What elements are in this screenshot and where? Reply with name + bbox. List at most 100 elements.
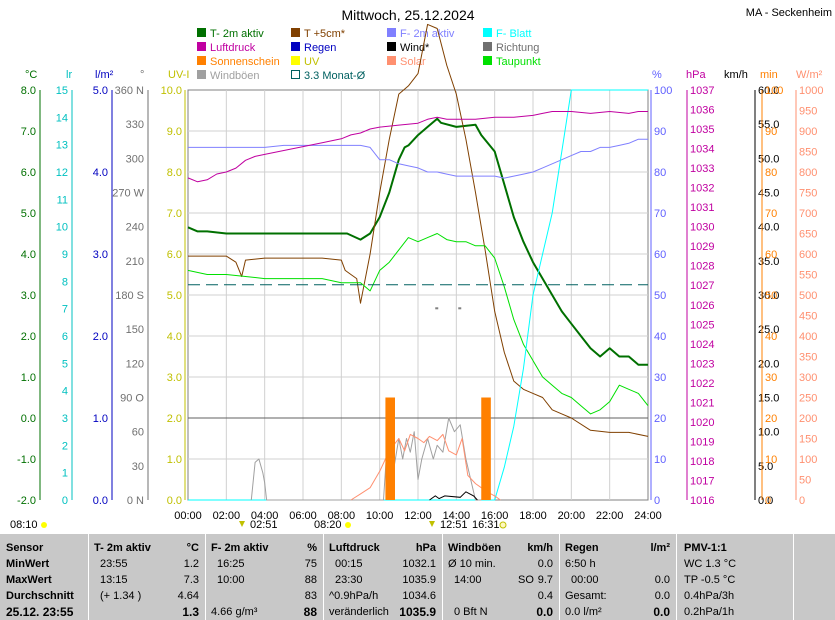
axis-tick-label: 0	[765, 495, 771, 507]
series-line	[188, 23, 649, 437]
axis-tick-label: 1.0	[93, 413, 108, 425]
axis-tick-label: 10	[765, 454, 777, 466]
time-tick-label: 00:00	[174, 510, 202, 522]
stats-temp-current: 1.3	[182, 605, 199, 619]
axis-tick-label: 650	[799, 229, 817, 241]
time-tick-label: 10:00	[366, 510, 394, 522]
legend: T- 2m aktiv T +5cm* F- 2m aktiv F- Blatt Luf…	[197, 28, 541, 82]
axis-tick-label: 1032	[690, 183, 714, 195]
stats-hum-current: 88	[303, 605, 317, 619]
legend-label: T +5cm*	[304, 28, 346, 40]
axis-tick-label: 600	[799, 249, 817, 261]
axis-tick-label: 40	[765, 331, 777, 343]
axis-tick-label: 6	[62, 331, 68, 343]
legend-swatch	[483, 28, 492, 37]
axis-tick-label: 60	[765, 249, 777, 261]
sunset-label: 16:31	[472, 519, 500, 531]
axis-tick-label: -2.0	[17, 495, 36, 507]
stats-header-sensor: Sensor	[6, 542, 44, 554]
stats-temp-max-time: 13:15	[100, 574, 128, 586]
stats-press-tendency: veränderlich	[329, 606, 389, 618]
axis-tick-label: 13	[56, 140, 68, 152]
axis-tick-label: 1	[62, 468, 68, 480]
marker-label: 02:51	[250, 519, 278, 531]
stats-rain-current: 0.0	[653, 605, 670, 619]
axis-tick-label: 0 N	[127, 495, 144, 507]
axis-tick-label: 180 S	[115, 290, 144, 302]
axis-tick-label: 1017	[690, 475, 714, 487]
legend-swatch	[291, 42, 300, 51]
stats-press-unit: hPa	[415, 542, 436, 554]
axis-tick-label: 700	[799, 208, 817, 220]
stats-wind-bft: 0 Bft N	[454, 606, 488, 618]
axis-tick-label: 4	[62, 386, 68, 398]
legend-label: UV	[304, 56, 320, 68]
axis-tick-label: 3	[62, 413, 68, 425]
axis-tick-label: 1036	[690, 105, 714, 117]
axis-tick-label: 50	[765, 290, 777, 302]
axis-tick-label: 30	[765, 372, 777, 384]
axis-tick-label: 80	[765, 167, 777, 179]
axis-tick-label: 30.0	[758, 290, 779, 302]
axis-tick-label: 25.0	[758, 324, 779, 336]
stats-rain-time: 00:00	[571, 574, 599, 586]
axis-tick-label: 1029	[690, 241, 714, 253]
stats-pmv-trend1h: 0.2hPa/1h	[684, 606, 735, 618]
time-tick-label: 04:00	[251, 510, 279, 522]
axis-tick-label: 20	[654, 413, 666, 425]
stats-press-max-time: 23:30	[335, 574, 363, 586]
legend-swatch	[387, 42, 396, 51]
axis-tick-label: 0	[799, 495, 805, 507]
stats-temp-min: 1.2	[183, 558, 199, 570]
axis-unit: °C	[25, 69, 37, 81]
axis-tick-label: 0.0	[93, 495, 108, 507]
sun-icon	[345, 522, 351, 528]
axis-tick-label: 30	[132, 461, 144, 473]
axis-tick-label: 70	[765, 208, 777, 220]
axis-tick-label: 1028	[690, 261, 714, 273]
stats-press-max: 1035.9	[402, 574, 436, 586]
stats-temp-delta: (+ 1.34 )	[100, 590, 142, 602]
time-tick-label: 18:00	[519, 510, 547, 522]
axis-tick-label: 9.0	[167, 126, 182, 138]
stats-wind-avg-label: Ø 10 min.	[448, 558, 496, 570]
legend-label: Wind*	[400, 42, 430, 54]
legend-swatch	[197, 28, 206, 37]
time-tick-label: 12:00	[404, 510, 432, 522]
series-layer	[187, 23, 649, 501]
axis-tick-label: 60	[132, 427, 144, 439]
axis-unit: %	[652, 69, 662, 81]
sun-icon	[499, 521, 507, 529]
weather-chart: Mittwoch, 25.12.2024 MA - Seckenheim T- …	[10, 7, 832, 531]
axis-tick-label: 1026	[690, 300, 714, 312]
axis-tick-label: 35.0	[758, 256, 779, 268]
axis-unit: °	[140, 69, 144, 81]
stats-wind-unit: km/h	[527, 542, 553, 554]
stats-pmv-dewpoint: TP -0.5 °C	[684, 574, 736, 586]
stats-wind-avg: 0.4	[537, 590, 553, 602]
sunrise-label: 08:10	[10, 519, 38, 531]
axis-tick-label: 100	[799, 454, 817, 466]
axis-tick-label: 0.0	[21, 413, 36, 425]
axis-tick-label: 50	[654, 290, 666, 302]
time-tick-label: 08:00	[328, 510, 356, 522]
stats-temp-avg: 4.64	[177, 590, 199, 602]
legend-swatch	[197, 42, 206, 51]
legend-swatch	[291, 28, 300, 37]
axis-tick-label: 10	[654, 454, 666, 466]
axis-tick-label: 5.0	[167, 290, 182, 302]
axis-tick-label: 3.0	[21, 290, 36, 302]
axis-tick-label: 210	[126, 256, 144, 268]
stats-wind-current: 0.0	[536, 605, 553, 619]
axis-tick-label: -1.0	[17, 454, 36, 466]
chart-title: Mittwoch, 25.12.2024	[341, 7, 474, 23]
legend-swatch	[291, 56, 300, 65]
stats-wind-header: Windböen	[448, 542, 502, 554]
axis-tick-label: 1019	[690, 436, 714, 448]
axis-tick-label: 1000	[799, 85, 823, 97]
stats-label-max: MaxWert	[6, 574, 52, 586]
axis-tick-label: 70	[654, 208, 666, 220]
axis-tick-label: 10.0	[758, 427, 779, 439]
axis-tick-label: 1025	[690, 319, 714, 331]
axis-tick-label: 90	[765, 126, 777, 138]
